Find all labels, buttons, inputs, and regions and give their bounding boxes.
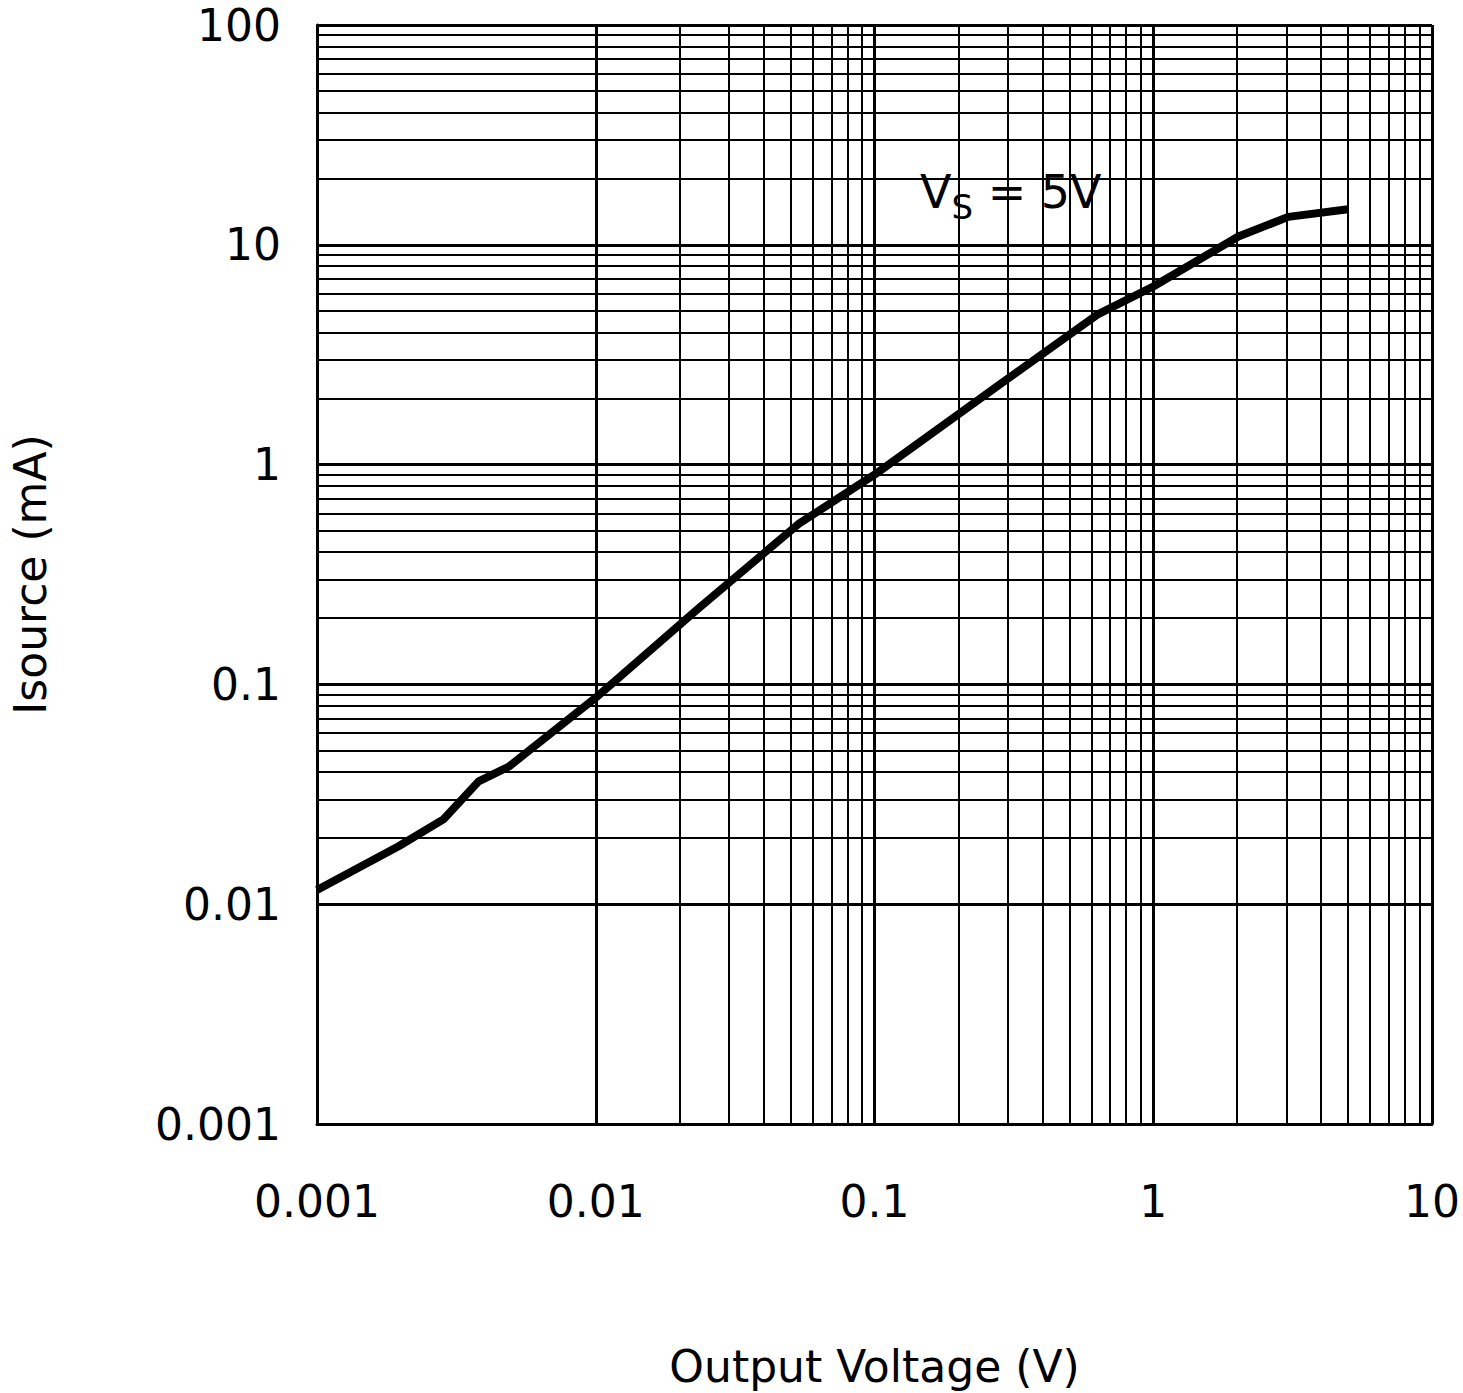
svg-text:10: 10 [225,219,281,270]
svg-text:10: 10 [1404,1176,1460,1227]
svg-text:0.001: 0.001 [254,1176,380,1227]
svg-text:V: V [920,165,952,219]
svg-text:0.001: 0.001 [155,1099,281,1150]
svg-text:Output Voltage (V): Output Voltage (V) [669,1341,1079,1392]
svg-text:0.01: 0.01 [547,1176,645,1227]
svg-text:= 5V: = 5V [973,165,1102,219]
svg-text:1: 1 [253,439,281,490]
svg-text:1: 1 [1139,1176,1167,1227]
svg-text:100: 100 [197,0,281,51]
svg-text:0.1: 0.1 [211,659,281,710]
svg-text:0.01: 0.01 [183,879,281,930]
svg-text:Isource (mA): Isource (mA) [5,434,56,714]
svg-text:S: S [951,187,973,227]
svg-text:0.1: 0.1 [840,1176,910,1227]
